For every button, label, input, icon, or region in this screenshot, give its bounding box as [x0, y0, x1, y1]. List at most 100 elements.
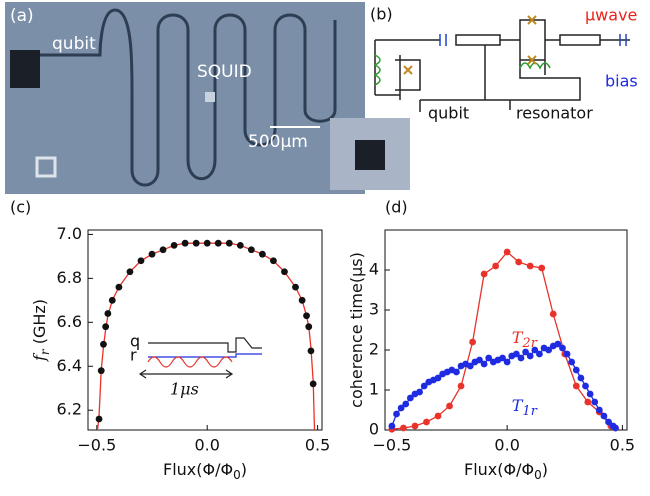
y-tick-label: 2: [369, 340, 379, 359]
marker: [35, 156, 57, 178]
drive-wave: [147, 356, 233, 368]
data-point: [298, 296, 306, 304]
data-point: [400, 424, 407, 432]
transmission-line: [455, 34, 501, 46]
data-point: [214, 239, 222, 247]
data-point: [480, 360, 488, 368]
data-point: [577, 374, 585, 382]
data-point: [485, 354, 493, 362]
data-point: [393, 410, 400, 418]
y-tick-label: 0: [369, 420, 379, 439]
data-point: [423, 418, 430, 426]
data-point: [526, 352, 534, 360]
data-point: [115, 283, 123, 291]
y-label-unit: (GHz): [30, 299, 49, 349]
data-point: [236, 241, 244, 249]
data-point: [446, 402, 453, 410]
data-point: [203, 239, 211, 247]
x-tick-label: 0.0: [194, 436, 219, 455]
data-point: [406, 394, 414, 402]
data-point: [95, 415, 103, 423]
data-point: [517, 354, 525, 362]
scale-label: 500μm: [248, 132, 308, 152]
panel-b: (b) μwave bias qubit resonator: [370, 5, 638, 123]
qubit-pad: [10, 50, 40, 88]
y-label-symbol: f: [30, 352, 49, 362]
y-label-text: coherence time(μs): [347, 252, 366, 408]
x-label-close: ): [241, 460, 247, 479]
series-label-sub: 1r: [522, 404, 537, 419]
x-tick-label: 0.5: [610, 436, 635, 455]
data-point: [181, 239, 189, 247]
data-point: [586, 390, 594, 398]
series-label-symbol: T: [512, 396, 524, 415]
data-point: [307, 347, 315, 355]
y-tick-label: 6.8: [57, 268, 82, 287]
data-point: [388, 422, 396, 430]
data-point: [605, 418, 612, 426]
x-tick-label: 0.5: [305, 436, 330, 455]
series-label-symbol: T: [512, 328, 524, 347]
data-point: [515, 258, 523, 266]
inset-label: r: [130, 346, 137, 365]
y-tick-label: 1: [369, 380, 379, 399]
x-tick-label: 0.0: [494, 436, 519, 455]
data-point: [466, 362, 474, 370]
micrograph: [5, 2, 365, 194]
data-point: [591, 398, 599, 406]
y-tick-label: 4: [369, 260, 379, 279]
label: resonator: [516, 104, 593, 123]
circuit-wires: [374, 19, 630, 112]
inset-label: 1μs: [170, 380, 199, 399]
data-point: [503, 358, 511, 366]
data-point: [402, 400, 410, 408]
panel-label: (b): [370, 5, 393, 24]
data-point: [563, 350, 571, 358]
label: SQUID: [197, 62, 252, 82]
x-label-text: Flux(Φ/Φ: [163, 460, 233, 479]
data-point: [476, 356, 483, 364]
data-point: [126, 268, 134, 276]
data-point: [270, 257, 277, 265]
transmission-line: [559, 34, 601, 46]
y-label-sub: r: [38, 348, 52, 355]
data-point: [159, 246, 167, 254]
data-point: [397, 404, 405, 412]
x-tick-label: −0.5: [372, 436, 411, 455]
data-point: [536, 350, 543, 358]
data-point: [453, 368, 460, 376]
data-point: [612, 424, 619, 432]
data-point: [416, 388, 423, 396]
data-point: [281, 268, 288, 276]
data-point: [411, 422, 419, 430]
inset-label: q: [130, 332, 140, 351]
data-point: [554, 340, 562, 348]
data-point: [526, 262, 534, 270]
data-point: [480, 270, 488, 278]
data-point: [102, 323, 110, 331]
data-point: [170, 241, 178, 249]
data-point: [545, 346, 553, 354]
label: μwave: [585, 6, 637, 25]
data-point: [434, 412, 442, 420]
data-point: [137, 257, 145, 265]
plot-frame: [384, 229, 628, 431]
data-point: [225, 239, 233, 247]
label: bias: [605, 72, 638, 91]
panel-label: (d): [385, 198, 408, 217]
data-point: [522, 348, 529, 356]
panel-label: (c): [10, 198, 31, 217]
data-point: [559, 344, 566, 352]
data-point: [538, 264, 546, 272]
data-point: [457, 382, 465, 390]
x-axis-label: Flux(Φ/Φ0): [464, 460, 548, 482]
label: qubit: [428, 104, 469, 123]
data-point: [582, 382, 589, 390]
data-point: [572, 366, 580, 374]
data-point: [104, 310, 112, 317]
label: qubit: [52, 34, 96, 54]
r-pulse: [148, 353, 262, 358]
data-point: [568, 358, 576, 366]
